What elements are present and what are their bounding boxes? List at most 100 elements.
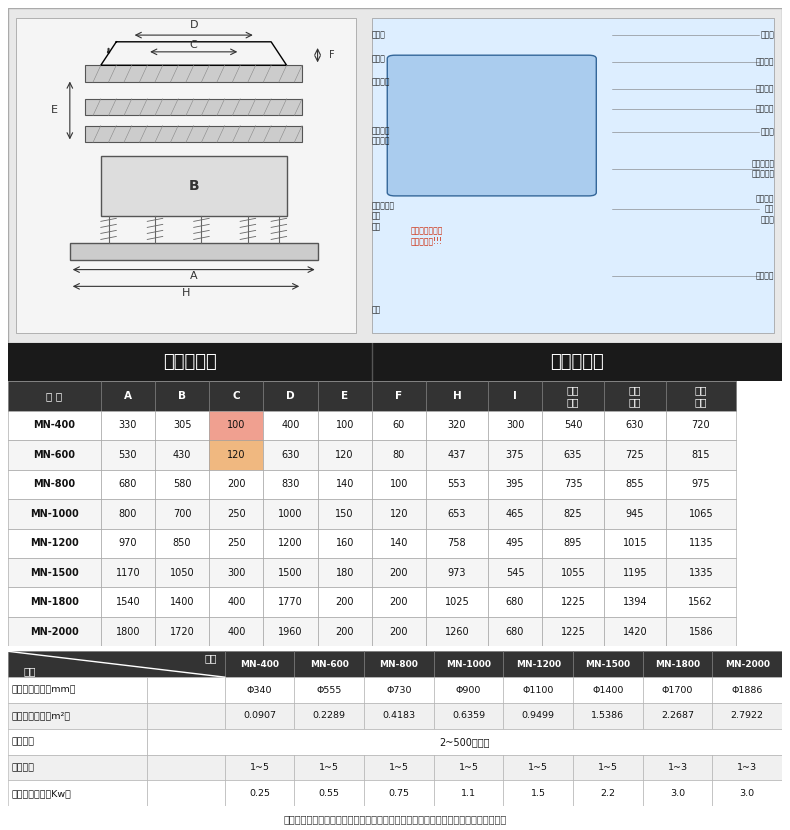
- Text: 下部重锤: 下部重锤: [756, 271, 774, 281]
- Text: 3.0: 3.0: [739, 788, 754, 798]
- Bar: [426, 529, 488, 558]
- Text: 上部重锤
振体
电动机: 上部重锤 振体 电动机: [756, 194, 774, 224]
- Text: 1800: 1800: [115, 627, 140, 637]
- Text: 1420: 1420: [623, 627, 647, 637]
- Bar: [155, 558, 209, 588]
- Bar: [542, 440, 604, 470]
- Text: 530: 530: [118, 450, 137, 460]
- Text: 振动电机功率（Kw）: 振动电机功率（Kw）: [12, 788, 72, 798]
- Text: 150: 150: [336, 509, 354, 519]
- Bar: [263, 470, 318, 499]
- Bar: [263, 381, 318, 411]
- Text: 橡胶球: 橡胶球: [761, 128, 774, 137]
- Text: 二层
高度: 二层 高度: [629, 385, 641, 407]
- Bar: [263, 440, 318, 470]
- Text: 945: 945: [626, 509, 645, 519]
- Bar: [488, 411, 542, 440]
- Text: 筛机层数: 筛机层数: [12, 763, 35, 772]
- Text: 压紧环: 压紧环: [372, 54, 386, 63]
- Text: 160: 160: [336, 538, 354, 549]
- Text: 1562: 1562: [688, 597, 713, 607]
- Bar: [155, 381, 209, 411]
- Bar: [8, 440, 101, 470]
- Bar: [209, 411, 263, 440]
- Bar: [573, 754, 643, 780]
- Bar: [542, 617, 604, 647]
- Text: 球形清洁板
额外重锤板: 球形清洁板 额外重锤板: [751, 159, 774, 178]
- Bar: [573, 703, 643, 729]
- Bar: [666, 440, 735, 470]
- Bar: [101, 558, 155, 588]
- Bar: [542, 588, 604, 617]
- Bar: [426, 381, 488, 411]
- Text: 540: 540: [564, 421, 582, 431]
- Bar: [318, 558, 372, 588]
- Text: 180: 180: [336, 568, 354, 578]
- Text: 320: 320: [448, 421, 466, 431]
- Bar: [666, 529, 735, 558]
- Bar: [101, 588, 155, 617]
- Bar: [426, 440, 488, 470]
- Text: 辅助筛网: 辅助筛网: [756, 84, 774, 93]
- Text: 项目: 项目: [24, 666, 36, 676]
- Bar: [364, 754, 434, 780]
- Text: MN-1000: MN-1000: [446, 660, 491, 669]
- Text: 运输用固定螺栓
试机时去掉!!!: 运输用固定螺栓 试机时去掉!!!: [411, 227, 443, 246]
- Text: D: D: [190, 20, 198, 30]
- Bar: [372, 18, 774, 334]
- Bar: [426, 617, 488, 647]
- Text: 545: 545: [506, 568, 525, 578]
- Text: 395: 395: [506, 480, 525, 490]
- Bar: [503, 703, 573, 729]
- Text: 815: 815: [691, 450, 710, 460]
- Bar: [426, 558, 488, 588]
- Text: 430: 430: [173, 450, 191, 460]
- Bar: [101, 529, 155, 558]
- Text: 100: 100: [336, 421, 354, 431]
- Text: 200: 200: [227, 480, 246, 490]
- Text: 1770: 1770: [278, 597, 303, 607]
- Text: 0.4183: 0.4183: [382, 711, 416, 720]
- Bar: [666, 470, 735, 499]
- Bar: [70, 243, 318, 260]
- Bar: [155, 588, 209, 617]
- Bar: [209, 529, 263, 558]
- Bar: [666, 411, 735, 440]
- Bar: [372, 470, 426, 499]
- Text: 100: 100: [227, 421, 246, 431]
- Text: B: B: [178, 391, 186, 401]
- Text: 80: 80: [393, 450, 405, 460]
- Bar: [101, 381, 155, 411]
- Text: 140: 140: [336, 480, 354, 490]
- Text: 1195: 1195: [623, 568, 647, 578]
- Text: 1025: 1025: [445, 597, 469, 607]
- Text: 200: 200: [389, 568, 408, 578]
- Text: MN-1500: MN-1500: [585, 660, 630, 669]
- Bar: [8, 677, 147, 703]
- Text: 400: 400: [227, 627, 246, 637]
- Bar: [503, 652, 573, 677]
- Bar: [8, 558, 101, 588]
- Bar: [713, 780, 782, 806]
- Bar: [85, 125, 302, 142]
- Bar: [101, 470, 155, 499]
- Bar: [604, 529, 666, 558]
- Text: C: C: [232, 391, 240, 401]
- Bar: [573, 677, 643, 703]
- Bar: [8, 652, 224, 677]
- Bar: [666, 558, 735, 588]
- Bar: [542, 411, 604, 440]
- Bar: [155, 529, 209, 558]
- Text: B: B: [188, 178, 199, 193]
- Bar: [295, 780, 364, 806]
- Text: 一般结构图: 一般结构图: [550, 354, 604, 371]
- Text: 1225: 1225: [561, 597, 585, 607]
- FancyBboxPatch shape: [387, 56, 596, 196]
- Text: 330: 330: [118, 421, 137, 431]
- Bar: [101, 411, 155, 440]
- Bar: [147, 677, 224, 703]
- Text: 1135: 1135: [689, 538, 713, 549]
- Text: 1~5: 1~5: [319, 763, 339, 772]
- Bar: [434, 754, 503, 780]
- Text: 1500: 1500: [278, 568, 303, 578]
